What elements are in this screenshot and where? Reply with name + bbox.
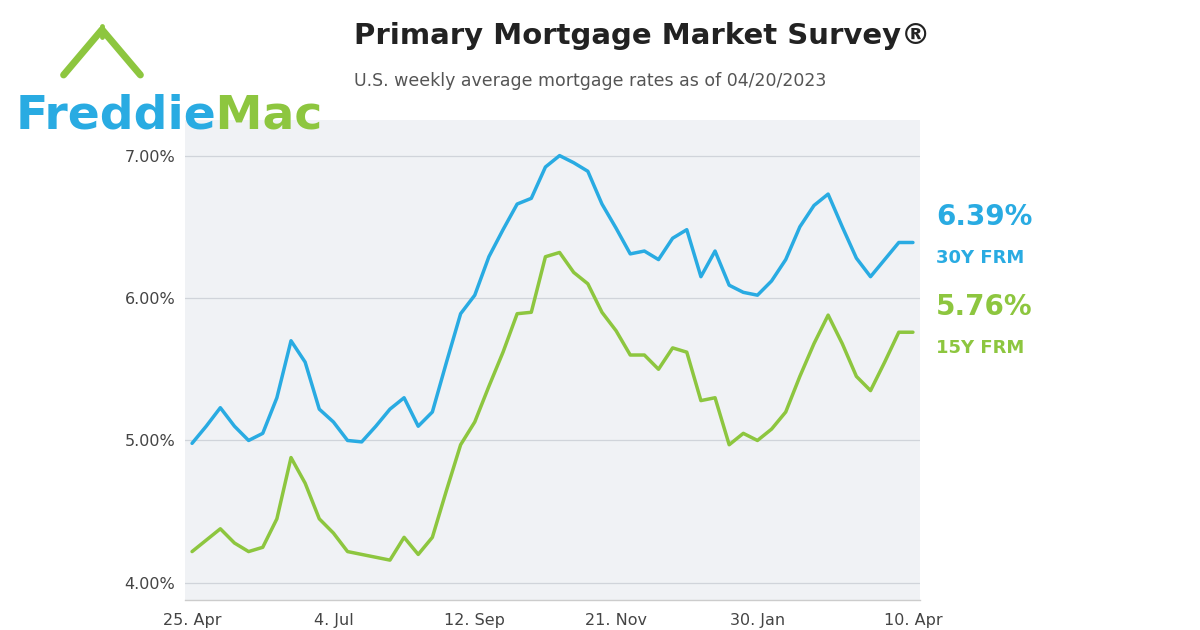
Text: 6.39%: 6.39%	[936, 203, 1032, 231]
Text: 30Y FRM: 30Y FRM	[936, 249, 1025, 267]
Text: Freddie: Freddie	[16, 94, 216, 139]
Text: Mac: Mac	[199, 94, 323, 139]
Text: 15Y FRM: 15Y FRM	[936, 339, 1025, 357]
Text: 5.76%: 5.76%	[936, 293, 1033, 321]
Text: U.S. weekly average mortgage rates as of 04/20/2023: U.S. weekly average mortgage rates as of…	[354, 72, 827, 91]
Text: Primary Mortgage Market Survey®: Primary Mortgage Market Survey®	[354, 22, 930, 50]
